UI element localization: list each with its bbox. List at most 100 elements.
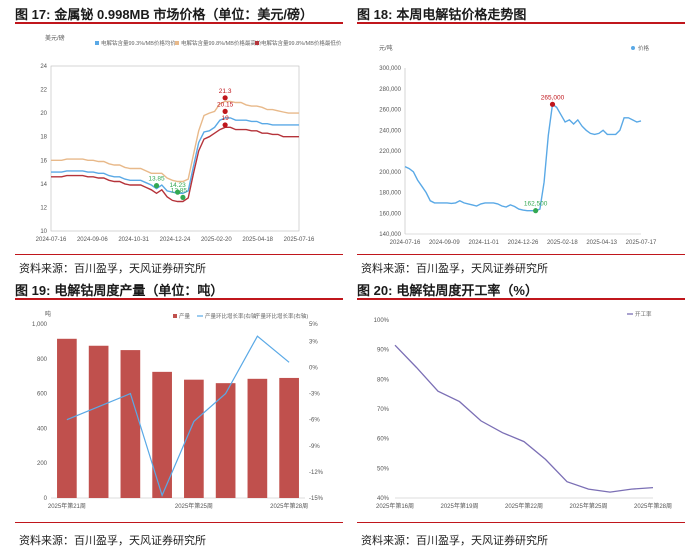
y-tick-18: 180,000 (379, 191, 401, 197)
legend-label-19-2: 产量环比增长率(右轴) (255, 312, 308, 320)
y-tick-17: 10 (40, 229, 47, 235)
y-tick-18: 200,000 (379, 170, 401, 176)
y-tick-19: 1,000 (32, 322, 48, 328)
y-tick-17: 22 (40, 88, 47, 94)
figure-19-number: 图 19: (15, 283, 51, 298)
figure-20-source-rule (357, 522, 685, 523)
figure-19-title-text: 电解钴周度产量（单位：吨） (54, 283, 224, 298)
x-tick-17: 2024-12-24 (160, 237, 191, 243)
annotation-label-18-0: 162,500 (524, 201, 548, 208)
figure-20-title: 图 20: 电解钴周度开工率（%） (357, 280, 538, 299)
x-tick-17: 2025-02-20 (201, 237, 232, 243)
figure-18-title-text: 本周电解钴价格走势图 (396, 7, 527, 22)
legend-swatch-17-1 (175, 41, 179, 45)
y-tick-18: 220,000 (379, 149, 401, 155)
series-line-20 (394, 344, 654, 493)
chart-19: 吨 0 200 400 600 800 1,000 -15% -12% -9% -6% -3% 0% 3%… (32, 310, 324, 510)
figure-18-title: 图 18: 本周电解钴价格走势图 (357, 4, 526, 23)
y-axis-unit-19: 吨 (45, 310, 51, 318)
x-tick-17: 2025-07-16 (284, 237, 315, 243)
bar-19 (215, 383, 236, 498)
figure-17: 图 17: 金属铋 0.998MB 市场价格（单位：美元/磅） 美元/磅 10 12 1… (15, 4, 343, 276)
annotation-marker-17-3 (222, 95, 228, 101)
y2-tick-19: -3% (309, 392, 320, 398)
x-tick-17: 2024-10-31 (118, 237, 149, 243)
y-tick-20: 60% (377, 437, 390, 443)
figure-18-source: 资料来源：百川盈孚，天风证券研究所 (361, 263, 548, 275)
x-tick-17: 2024-07-16 (36, 237, 67, 243)
y2-tick-19: 0% (309, 366, 318, 372)
annotation-label-17-2: 12.85 (171, 187, 188, 194)
series-line-18 (404, 103, 642, 212)
x-tick-18: 2025-04-13 (586, 240, 617, 244)
x-tick-18: 2025-02-18 (547, 240, 578, 244)
legend-label-19-1: 产量环比增长率(右轴) (205, 312, 258, 320)
series-line-17-1 (51, 100, 299, 183)
x-tick-20: 2025年第19周 (440, 502, 478, 510)
legend-swatch-17-2 (255, 41, 259, 45)
figure-17-title-text: 金属铋 0.998MB 市场价格（单位：美元/磅） (54, 7, 313, 22)
figure-17-source-rule (15, 254, 343, 255)
y2-tick-19: 5% (309, 322, 318, 328)
y-tick-17: 16 (40, 158, 47, 164)
annotation-label-17-0: 13.85 (148, 176, 165, 183)
annotation-label-17-3: 21.3 (219, 88, 232, 95)
figure-20: 图 20: 电解钴周度开工率（%） 40% 50% 60% 70% 80% 90% 100% 2… (357, 280, 685, 556)
x-tick-20: 2025年第25周 (569, 502, 607, 510)
series-line-17-2 (51, 126, 299, 203)
x-tick-18: 2024-07-16 (390, 240, 421, 244)
y-tick-18: 280,000 (379, 87, 401, 93)
annotation-marker-17-0 (153, 183, 160, 189)
y-tick-18: 140,000 (379, 232, 401, 238)
y-tick-18: 260,000 (379, 108, 401, 114)
bar-19 (88, 345, 109, 498)
y2-tick-19: -15% (309, 496, 324, 502)
y2-tick-19: -9% (309, 444, 320, 450)
annotation-label-17-5: 19 (222, 115, 230, 122)
chart-18: 元/吨 140,000 160,000 180,000 200,000 220,000 24… (379, 44, 657, 244)
y-tick-17: 20 (40, 111, 47, 117)
bar-19 (152, 371, 172, 498)
x-tick-18: 2024-12-26 (508, 240, 539, 244)
legend-label-19-0: 产量 (179, 312, 191, 320)
x-tick-19: 2025年第25周 (175, 502, 213, 510)
y-tick-17: 18 (40, 135, 47, 141)
x-tick-17: 2025-04-18 (242, 237, 273, 243)
chart-17: 美元/磅 10 12 14 16 18 20 22 24 2024-07-16 2024-09-06… (36, 34, 342, 243)
figure-17-source: 资料来源：百川盈孚，天风证券研究所 (19, 263, 206, 275)
y-tick-19: 400 (37, 426, 48, 432)
figure-20-source: 资料来源：百川盈孚，天风证券研究所 (361, 535, 548, 547)
y-tick-18: 160,000 (379, 211, 401, 217)
y-tick-20: 90% (377, 348, 390, 354)
y-tick-17: 12 (40, 205, 47, 211)
annotation-label-18-1: 265,000 (541, 94, 565, 101)
y2-tick-19: 3% (309, 339, 318, 345)
y-tick-17: 24 (40, 64, 47, 70)
x-tick-18: 2024-11-01 (469, 240, 500, 244)
bar-19 (120, 350, 141, 498)
y-tick-18: 300,000 (379, 66, 401, 72)
x-tick-17: 2024-09-06 (77, 237, 108, 243)
series-line-17-0 (51, 117, 299, 195)
legend-label-17-0: 电解钴含量99.3%/MB价格均价 (101, 39, 176, 47)
figure-19-title: 图 19: 电解钴周度产量（单位：吨） (15, 280, 223, 299)
y-tick-18: 240,000 (379, 128, 401, 134)
figure-17-number: 图 17: (15, 7, 51, 22)
figure-18-top-rule (357, 22, 685, 24)
legend-label-20: 开工率 (635, 310, 652, 318)
growth-line-19 (66, 335, 290, 498)
legend-swatch-18 (631, 46, 635, 50)
figure-17-top-rule (15, 22, 343, 24)
figure-19: 图 19: 电解钴周度产量（单位：吨） 吨 0 200 400 600 800 1,000 -1… (15, 280, 343, 556)
y-axis-unit-18: 元/吨 (379, 44, 393, 52)
bar-19 (57, 338, 77, 498)
annotation-marker-17-2 (180, 194, 186, 201)
y2-tick-19: -6% (309, 418, 320, 424)
figure-20-number: 图 20: (357, 283, 393, 298)
bar-19 (184, 379, 204, 498)
y-tick-19: 800 (37, 357, 48, 363)
figure-19-source-rule (15, 522, 343, 523)
y-tick-19: 0 (44, 496, 48, 502)
y-tick-20: 50% (377, 466, 390, 472)
y-tick-20: 40% (377, 496, 390, 502)
